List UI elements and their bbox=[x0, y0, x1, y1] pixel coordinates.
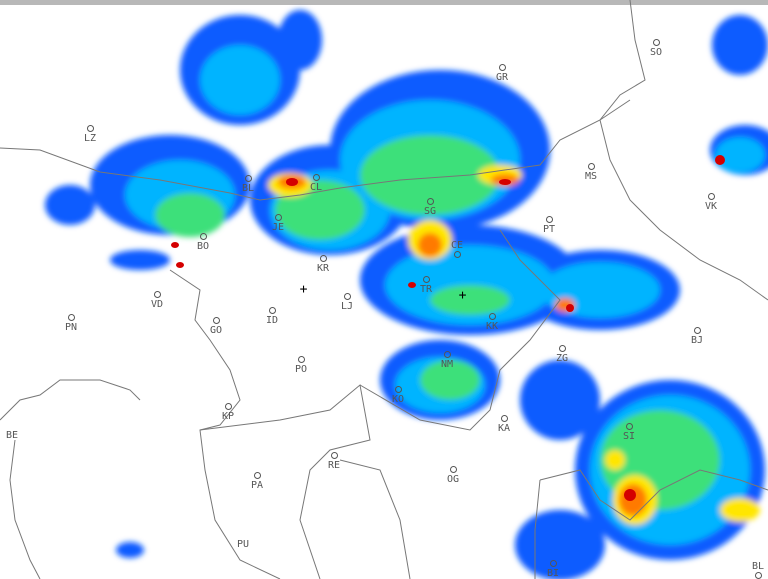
station-nm: NM bbox=[432, 351, 462, 370]
station-ms: MS bbox=[576, 163, 606, 182]
station-kp: KP bbox=[213, 403, 243, 422]
station-je: JE bbox=[263, 214, 293, 233]
station-pt: PT bbox=[534, 216, 564, 235]
station-re: RE bbox=[319, 452, 349, 471]
station-pn: PN bbox=[56, 314, 86, 333]
station-vk: VK bbox=[696, 193, 726, 212]
precip-moderate bbox=[155, 135, 720, 510]
station-lz: LZ bbox=[75, 125, 105, 144]
station-bi: BI bbox=[538, 560, 568, 579]
station-cl: CL bbox=[301, 174, 331, 193]
station-lj: LJ bbox=[332, 293, 362, 312]
station-bl-south: BL bbox=[743, 562, 768, 579]
station-id: ID bbox=[257, 307, 287, 326]
station-zg: ZG bbox=[547, 345, 577, 364]
station-og: OG bbox=[438, 466, 468, 485]
station-po: PO bbox=[286, 356, 316, 375]
station-bl: BL bbox=[233, 175, 263, 194]
station-pa: PA bbox=[242, 472, 272, 491]
station-kr: KR bbox=[308, 255, 338, 274]
precip-extreme bbox=[171, 155, 725, 501]
station-go: GO bbox=[201, 317, 231, 336]
station-si: SI bbox=[614, 423, 644, 442]
station-ko: KO bbox=[383, 386, 413, 405]
station-gr: GR bbox=[487, 64, 517, 83]
station-pu: PU bbox=[236, 539, 250, 550]
station-bj: BJ bbox=[682, 327, 712, 346]
station-ka: KA bbox=[489, 415, 519, 434]
station-dot bbox=[86, 125, 94, 132]
station-sg: SG bbox=[415, 198, 445, 217]
station-tr: TR bbox=[411, 276, 441, 295]
map-top-border bbox=[0, 0, 768, 5]
station-kk: KK bbox=[477, 313, 507, 332]
crosshair-icon: + bbox=[299, 282, 308, 297]
station-so: SO bbox=[641, 39, 671, 58]
station-be: BE bbox=[5, 430, 19, 441]
station-ce: CE bbox=[442, 241, 472, 260]
station-vd: VD bbox=[142, 291, 172, 310]
station-bo: BO bbox=[188, 233, 218, 252]
crosshair-icon: + bbox=[458, 288, 467, 303]
